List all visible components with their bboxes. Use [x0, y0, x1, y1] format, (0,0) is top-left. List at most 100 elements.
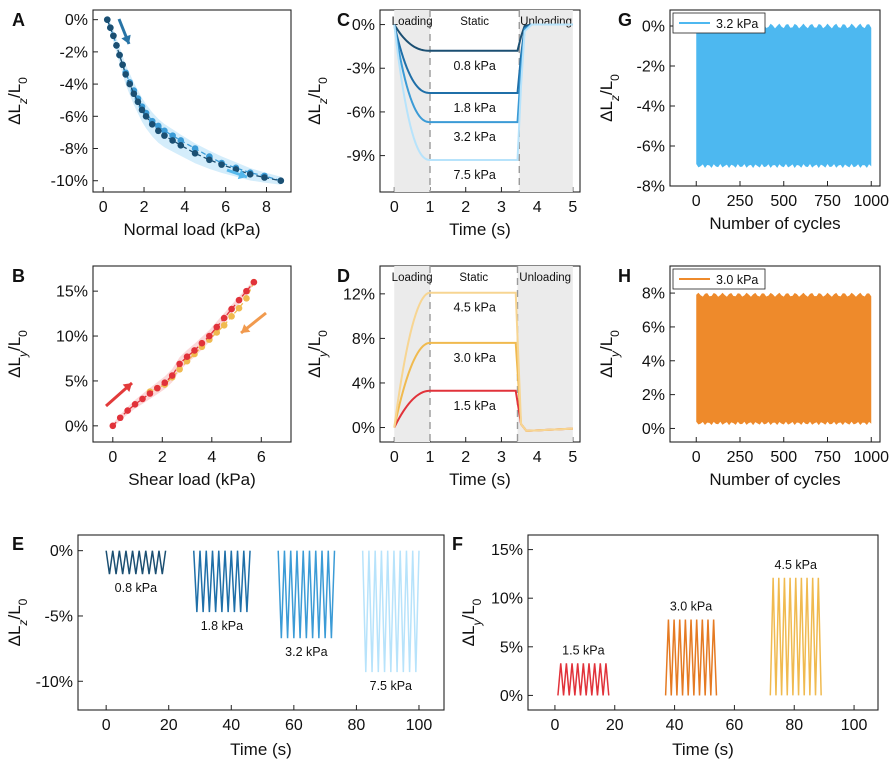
phase-label: Static — [460, 16, 489, 28]
y-tick-label: 6% — [642, 319, 665, 336]
x-axis-label: Number of cycles — [709, 470, 840, 489]
x-tick-label: 100 — [406, 717, 433, 734]
y-tick-label: -6% — [637, 139, 665, 156]
series-label: 1.8 kPa — [201, 619, 243, 633]
x-tick-label: 4 — [533, 449, 542, 466]
phase-label: Loading — [392, 272, 433, 284]
x-tick-label: 80 — [348, 717, 366, 734]
y-axis-label-part: ΔL — [597, 357, 616, 378]
y-axis-label-part: 0 — [16, 598, 30, 605]
loading-point — [138, 106, 146, 114]
y-tick-label: -4% — [637, 99, 665, 116]
loading-point — [139, 395, 146, 403]
x-tick-label: 500 — [770, 193, 797, 210]
y-axis-label: ΔLy/L0 — [305, 330, 330, 378]
loading-point — [220, 314, 228, 322]
unloading-point — [155, 122, 162, 130]
series-label: 4.5 kPa — [453, 301, 495, 315]
y-tick-label: 12% — [343, 286, 375, 303]
y-axis-label: ΔLz/L0 — [5, 598, 30, 646]
y-tick-label: 0% — [352, 17, 375, 34]
x-tick-label: 0 — [99, 199, 108, 216]
x-tick-label: 4 — [207, 449, 216, 466]
loading-point — [206, 156, 213, 164]
y-axis-label-part: /L — [459, 605, 478, 619]
x-tick-label: 1000 — [853, 449, 889, 466]
y-tick-label: -5% — [45, 608, 73, 625]
y-tick-label: -2% — [60, 44, 88, 61]
series-18-line — [393, 23, 573, 94]
y-tick-label: 0% — [642, 421, 665, 438]
y-axis-label-part: /L — [597, 337, 616, 351]
y-tick-label: 8% — [642, 286, 665, 303]
loading-point — [116, 51, 123, 59]
legend-box — [672, 268, 766, 290]
y-tick-label: -6% — [60, 109, 88, 126]
x-tick-label: 0 — [692, 193, 701, 210]
loading-point — [198, 339, 206, 347]
plot-frame-f — [527, 534, 879, 711]
panel-label-e: E — [12, 534, 24, 554]
series-label: 7.5 kPa — [370, 679, 412, 693]
unloading-phase-shade — [519, 10, 573, 192]
plot-frame-c — [379, 9, 581, 193]
y-tick-label: 0% — [352, 420, 375, 437]
y-axis-label-part: y — [316, 350, 330, 358]
x-tick-label: 500 — [770, 449, 797, 466]
series-label: 1.8 kPa — [453, 101, 495, 115]
y-axis-label-part: z — [16, 98, 30, 105]
y-tick-label: 8% — [352, 331, 375, 348]
y-axis-label-part: z — [608, 95, 622, 102]
loading-point — [124, 407, 131, 414]
x-tick-label: 60 — [726, 717, 744, 734]
series-45-cycles — [769, 577, 822, 696]
series-label: 3.2 kPa — [285, 645, 327, 659]
y-axis-label: ΔLy/L0 — [5, 330, 30, 378]
x-tick-label: 20 — [160, 717, 178, 734]
x-tick-label: 1 — [426, 449, 435, 466]
legend-label: 3.2 kPa — [716, 17, 758, 31]
loading-point — [243, 287, 250, 295]
loading-point — [235, 296, 243, 304]
x-axis-label: Time (s) — [449, 470, 511, 489]
x-tick-label: 6 — [221, 199, 230, 216]
y-axis-label-part: 0 — [316, 77, 330, 84]
legend-label: 3.0 kPa — [716, 273, 758, 287]
series-label: 3.0 kPa — [670, 600, 712, 614]
y-tick-label: 4% — [352, 375, 375, 392]
loading-point — [206, 332, 213, 340]
y-tick-label: 15% — [491, 542, 523, 559]
plot-frame-a — [92, 9, 292, 193]
y-axis-label: ΔLz/L0 — [5, 77, 30, 125]
y-tick-label: -10% — [51, 173, 88, 190]
x-tick-label: 40 — [222, 717, 240, 734]
y-axis-label-part: 0 — [470, 598, 484, 605]
x-tick-label: 3 — [497, 449, 506, 466]
plot-frame-g — [669, 9, 881, 187]
series-15-cycles — [557, 663, 610, 696]
y-axis-label: ΔLy/L0 — [459, 598, 484, 646]
loading-point — [228, 305, 235, 313]
unloading-point — [169, 132, 176, 139]
x-axis-label: Shear load (kPa) — [128, 470, 256, 489]
series-30-line — [393, 341, 573, 432]
cycling-band — [696, 23, 872, 168]
loading-point — [130, 90, 138, 98]
loading-point — [161, 132, 168, 139]
loading-point — [119, 61, 126, 69]
y-axis-label: ΔLz/L0 — [597, 74, 622, 122]
loading-point — [113, 42, 120, 49]
x-tick-label: 0 — [390, 199, 399, 216]
loading-point — [148, 121, 156, 128]
x-axis-label: Time (s) — [672, 740, 734, 759]
y-axis-label-part: /L — [597, 81, 616, 95]
y-tick-label: 10% — [491, 591, 523, 608]
x-tick-label: 0 — [692, 449, 701, 466]
series-label: 3.2 kPa — [453, 130, 495, 144]
x-tick-label: 1000 — [853, 193, 889, 210]
y-tick-label: 4% — [642, 353, 665, 370]
x-tick-label: 750 — [814, 193, 841, 210]
series-label: 3.0 kPa — [453, 351, 495, 365]
loading-point — [191, 150, 199, 157]
